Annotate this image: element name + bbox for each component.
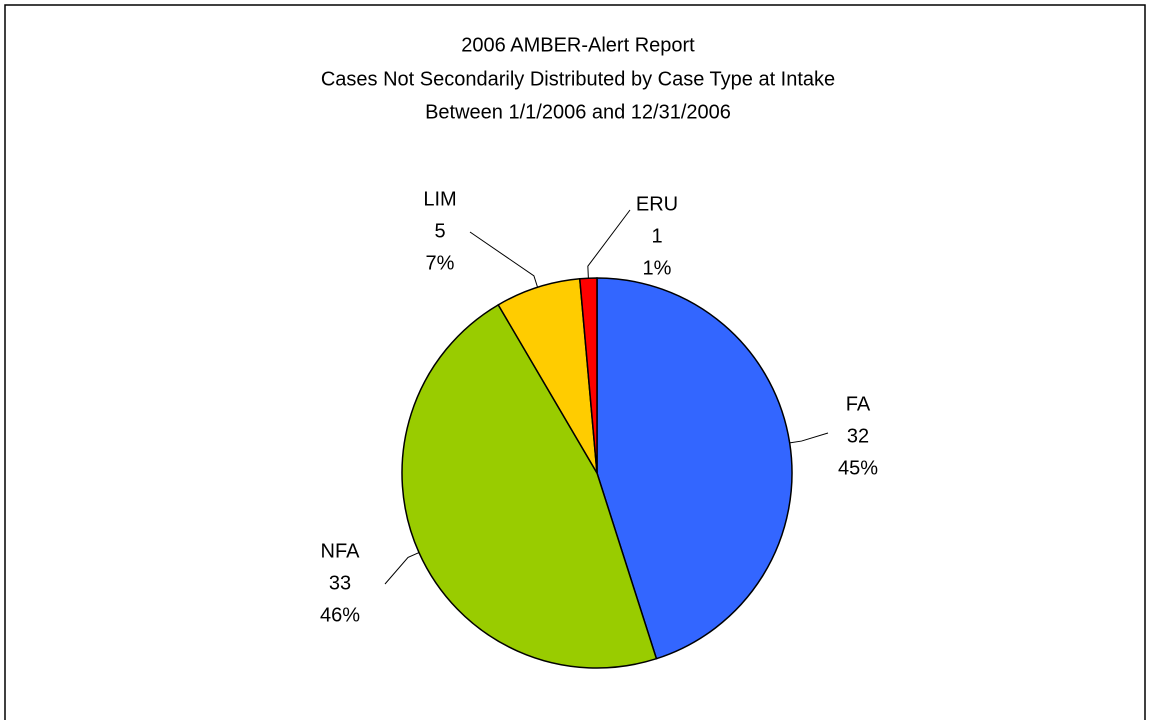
chart-title: Between 1/1/2006 and 12/31/2006 [425, 101, 731, 123]
slice-label: FA [846, 393, 871, 415]
slice-value: 33 [329, 572, 351, 594]
slice-percent: 45% [838, 457, 878, 479]
slice-percent: 7% [426, 252, 455, 274]
leader-line [469, 231, 539, 288]
leader-line [384, 552, 420, 585]
slice-label: ERU [636, 193, 678, 215]
chart-title: 2006 AMBER-Alert Report [461, 34, 695, 56]
slice-label: NFA [321, 540, 361, 562]
slice-percent: 46% [320, 604, 360, 626]
slice-value: 5 [434, 220, 445, 242]
slice-value: 1 [651, 225, 662, 247]
pie-slice [401, 303, 658, 669]
slice-percent: 1% [643, 257, 672, 279]
leader-line [587, 209, 631, 279]
slice-value: 32 [847, 425, 869, 447]
leader-line [789, 432, 829, 444]
chart-title: Cases Not Secondarily Distributed by Cas… [321, 68, 835, 90]
slice-label: LIM [423, 188, 456, 210]
